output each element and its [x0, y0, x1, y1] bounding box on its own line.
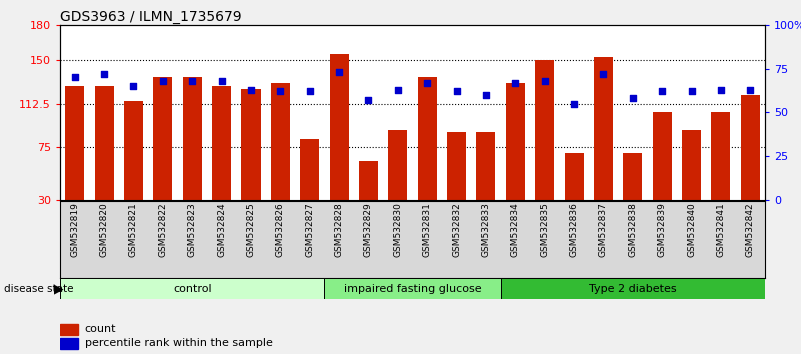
- Bar: [329, 54, 348, 200]
- Text: GSM532842: GSM532842: [746, 202, 755, 257]
- Text: impaired fasting glucose: impaired fasting glucose: [344, 284, 481, 293]
- Point: [392, 87, 405, 92]
- Bar: [271, 83, 290, 200]
- Bar: [60, 338, 78, 349]
- Text: ▶: ▶: [54, 282, 63, 295]
- Text: GSM532824: GSM532824: [217, 202, 226, 257]
- Text: Type 2 diabetes: Type 2 diabetes: [589, 284, 677, 293]
- Point: [656, 88, 669, 94]
- Point: [304, 88, 316, 94]
- Text: control: control: [173, 284, 211, 293]
- Text: GSM532839: GSM532839: [658, 202, 666, 257]
- Bar: [324, 278, 501, 299]
- Point: [626, 96, 639, 101]
- Point: [186, 78, 199, 84]
- Bar: [95, 86, 114, 200]
- Text: GDS3963 / ILMN_1735679: GDS3963 / ILMN_1735679: [60, 10, 242, 24]
- Bar: [124, 101, 143, 200]
- Bar: [623, 153, 642, 200]
- Text: percentile rank within the sample: percentile rank within the sample: [85, 338, 272, 348]
- Point: [450, 88, 463, 94]
- Bar: [505, 83, 525, 200]
- Bar: [711, 113, 731, 200]
- Point: [714, 87, 727, 92]
- Bar: [535, 60, 554, 200]
- Text: GSM532825: GSM532825: [247, 202, 256, 257]
- Point: [274, 88, 287, 94]
- Bar: [741, 95, 760, 200]
- Point: [509, 80, 521, 85]
- Text: count: count: [85, 324, 116, 334]
- Text: GSM532826: GSM532826: [276, 202, 285, 257]
- Point: [421, 80, 433, 85]
- Point: [480, 92, 493, 98]
- Bar: [359, 161, 378, 200]
- Bar: [300, 139, 320, 200]
- Point: [156, 78, 169, 84]
- Point: [215, 78, 228, 84]
- Bar: [501, 278, 765, 299]
- Text: GSM532838: GSM532838: [628, 202, 638, 257]
- Text: GSM532836: GSM532836: [570, 202, 578, 257]
- Bar: [183, 78, 202, 200]
- Bar: [417, 78, 437, 200]
- Point: [568, 101, 581, 107]
- Point: [68, 75, 81, 80]
- Text: GSM532823: GSM532823: [187, 202, 197, 257]
- Point: [127, 83, 140, 89]
- Bar: [682, 130, 701, 200]
- Text: GSM532833: GSM532833: [481, 202, 490, 257]
- Point: [362, 97, 375, 103]
- Bar: [565, 153, 584, 200]
- Bar: [447, 132, 466, 200]
- Text: GSM532828: GSM532828: [335, 202, 344, 257]
- Text: GSM532834: GSM532834: [511, 202, 520, 257]
- Point: [685, 88, 698, 94]
- Text: disease state: disease state: [4, 284, 74, 293]
- Bar: [653, 113, 672, 200]
- Bar: [60, 324, 78, 335]
- Text: GSM532830: GSM532830: [393, 202, 402, 257]
- Point: [332, 69, 345, 75]
- Point: [244, 87, 257, 92]
- Text: GSM532822: GSM532822: [159, 202, 167, 257]
- Text: GSM532832: GSM532832: [452, 202, 461, 257]
- Text: GSM532831: GSM532831: [423, 202, 432, 257]
- Text: GSM532821: GSM532821: [129, 202, 138, 257]
- Text: GSM532840: GSM532840: [687, 202, 696, 257]
- Point: [538, 78, 551, 84]
- Text: GSM532829: GSM532829: [364, 202, 373, 257]
- Bar: [65, 86, 84, 200]
- Bar: [241, 89, 260, 200]
- Point: [744, 87, 757, 92]
- Bar: [60, 278, 324, 299]
- Bar: [477, 132, 496, 200]
- Text: GSM532841: GSM532841: [716, 202, 726, 257]
- Bar: [212, 86, 231, 200]
- Point: [98, 71, 111, 77]
- Text: GSM532827: GSM532827: [305, 202, 314, 257]
- Bar: [594, 57, 613, 200]
- Text: GSM532837: GSM532837: [599, 202, 608, 257]
- Bar: [153, 78, 172, 200]
- Text: GSM532835: GSM532835: [540, 202, 549, 257]
- Text: GSM532820: GSM532820: [99, 202, 109, 257]
- Text: GSM532819: GSM532819: [70, 202, 79, 257]
- Bar: [388, 130, 408, 200]
- Point: [597, 71, 610, 77]
